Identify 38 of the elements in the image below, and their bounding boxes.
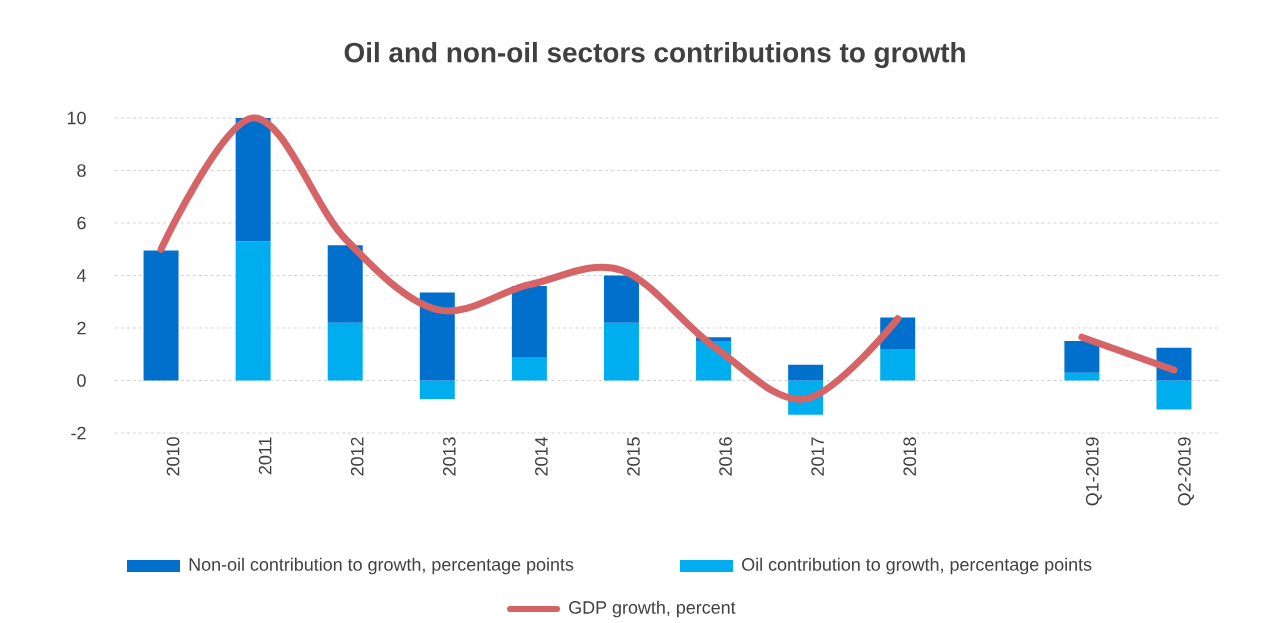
y-tick-label: 0 (77, 374, 86, 387)
bar (880, 349, 916, 381)
x-tick-label: 2013 (442, 437, 456, 476)
x-tick-label: Q1-2019 (1085, 437, 1102, 506)
bar (327, 245, 363, 323)
chart-title: Oil and non-oil sectors contributions to growth (344, 41, 965, 69)
bar (1156, 380, 1192, 410)
bar (235, 241, 271, 381)
bar (419, 380, 455, 399)
x-tick-label: 2010 (166, 437, 180, 476)
bar (788, 364, 824, 381)
x-tick-label: 2011 (258, 437, 272, 475)
y-tick-label: -2 (71, 426, 86, 440)
bar (235, 118, 271, 242)
legend-label: Oil contribution to growth, percentage points (742, 557, 1092, 575)
x-tick-label: Q2-2019 (1178, 437, 1194, 506)
bar (327, 322, 363, 381)
x-tick-label: 2016 (719, 437, 732, 476)
x-tick-label: 2017 (811, 437, 824, 476)
y-tick-label: 4 (76, 269, 86, 282)
bar (419, 292, 455, 381)
bar (1064, 341, 1100, 373)
x-tick-label: 2012 (350, 437, 364, 476)
bar (603, 322, 639, 381)
legend-label: GDP growth, percent (569, 600, 736, 618)
y-tick-label: 6 (77, 216, 86, 230)
x-tick-label: 2014 (535, 437, 548, 476)
bar (1064, 372, 1100, 381)
bar (143, 250, 179, 381)
legend-label: Non-oil contribution to growth, percentage points (189, 557, 574, 575)
x-tick-label: 2018 (903, 437, 917, 476)
bar (603, 275, 639, 323)
bar (511, 286, 547, 357)
y-tick-label: 2 (77, 321, 86, 335)
y-tick-label: 8 (77, 164, 86, 177)
x-tick-label: 2015 (627, 437, 640, 476)
y-tick-label: 10 (67, 111, 86, 125)
bar (511, 356, 547, 381)
